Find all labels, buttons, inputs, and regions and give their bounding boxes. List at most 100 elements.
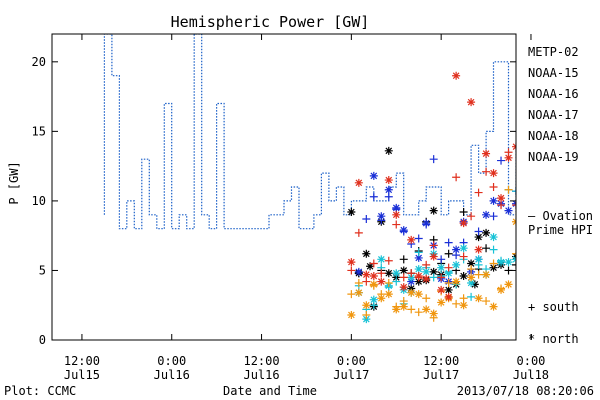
south-point: [347, 266, 356, 275]
south-point: [459, 252, 468, 261]
north-point: [422, 219, 431, 228]
north-point: [474, 245, 483, 254]
ovation-hpi-line: [103, 34, 516, 230]
north-point: [489, 302, 498, 311]
north-point: [384, 146, 393, 155]
south-point: [534, 290, 542, 298]
north-point: [392, 203, 401, 212]
south-point: [489, 259, 498, 268]
y-tick-label: 15: [32, 124, 46, 138]
south-point: [512, 201, 516, 210]
north-point: [429, 267, 438, 276]
north-point: [452, 245, 461, 254]
x-axis: 12:00Jul150:00Jul1612:00Jul160:00Jul1712…: [64, 34, 549, 382]
north-point: [459, 219, 468, 228]
x-tick-time: 0:00: [157, 354, 186, 368]
north-point: [392, 269, 401, 278]
south-point: [557, 260, 565, 268]
south-point: [362, 310, 371, 319]
south-point: [489, 245, 498, 254]
north-point: [407, 273, 416, 282]
south-point: [369, 192, 378, 201]
south-point: [459, 294, 468, 303]
marker-key-north: * north: [528, 332, 579, 346]
north-point: [377, 212, 386, 221]
y-tick-label: 5: [39, 263, 46, 277]
north-point: [459, 272, 468, 281]
x-tick-time: 12:00: [64, 354, 100, 368]
north-point: [534, 290, 542, 298]
north-point: [489, 169, 498, 178]
south-point: [452, 299, 461, 308]
x-tick-time: 0:00: [517, 354, 546, 368]
south-point: [512, 249, 516, 258]
north-point: [429, 309, 438, 318]
x-tick-date: Jul17: [423, 368, 459, 382]
north-point: [497, 258, 506, 267]
south-point: [542, 271, 550, 279]
north-point: [437, 298, 446, 307]
north-point: [354, 178, 363, 187]
north-point: [437, 263, 446, 272]
south-point: [407, 305, 416, 314]
ovation-legend-line2: Prime HPI: [528, 223, 593, 237]
south-point: [399, 273, 408, 282]
plot-credit: Plot: CCMC: [4, 384, 76, 398]
south-point: [482, 167, 491, 176]
south-point: [392, 220, 401, 229]
north-point: [482, 228, 491, 237]
x-tick-date: Jul16: [243, 368, 279, 382]
ovation-legend-line1: – Ovation: [528, 209, 593, 223]
north-point: [497, 194, 506, 203]
north-point: [354, 288, 363, 297]
south-point: [519, 194, 527, 202]
x-tick-time: 12:00: [243, 354, 279, 368]
north-point: [362, 315, 371, 324]
south-point: [354, 228, 363, 237]
south-point: [444, 263, 453, 272]
north-point: [384, 290, 393, 299]
north-point: [467, 278, 476, 287]
south-point: [369, 259, 378, 268]
north-point: [422, 274, 431, 283]
north-point: [429, 206, 438, 215]
north-point: [362, 249, 371, 258]
south-point: [459, 208, 468, 217]
south-point: [504, 185, 513, 194]
x-tick-time: 12:00: [423, 354, 459, 368]
south-point: [377, 269, 386, 278]
south-point: [497, 156, 506, 165]
y-tick-label: 20: [32, 55, 46, 69]
north-point: [414, 265, 423, 274]
north-point: [459, 301, 468, 310]
north-point: [392, 305, 401, 314]
south-point: [414, 248, 423, 257]
north-point: [534, 243, 542, 251]
north-point: [392, 210, 401, 219]
north-point: [384, 176, 393, 185]
north-point: [384, 269, 393, 278]
y-tick-label: 0: [39, 333, 46, 347]
north-point: [527, 189, 535, 197]
south-point: [444, 238, 453, 247]
legend-entry: NOAA-15: [528, 66, 579, 80]
south-point: [362, 277, 371, 286]
south-point: [542, 194, 550, 202]
south-point: [384, 192, 393, 201]
south-point: [482, 244, 491, 253]
south-point: [467, 265, 476, 274]
north-point: [534, 172, 542, 180]
x-tick-date: Jul16: [154, 368, 190, 382]
legend-entry: NOAA-17: [528, 108, 579, 122]
legend-entry: METP-02: [528, 45, 579, 59]
y-axis: 0 5 10 15 20: [32, 55, 516, 347]
south-point: [444, 249, 453, 258]
north-point: [474, 255, 483, 264]
south-point: [489, 183, 498, 191]
north-point: [366, 262, 375, 271]
south-point: [414, 308, 423, 317]
south-point: [347, 290, 356, 299]
north-point: [459, 244, 468, 253]
north-point: [470, 280, 479, 289]
north-point: [519, 202, 527, 210]
